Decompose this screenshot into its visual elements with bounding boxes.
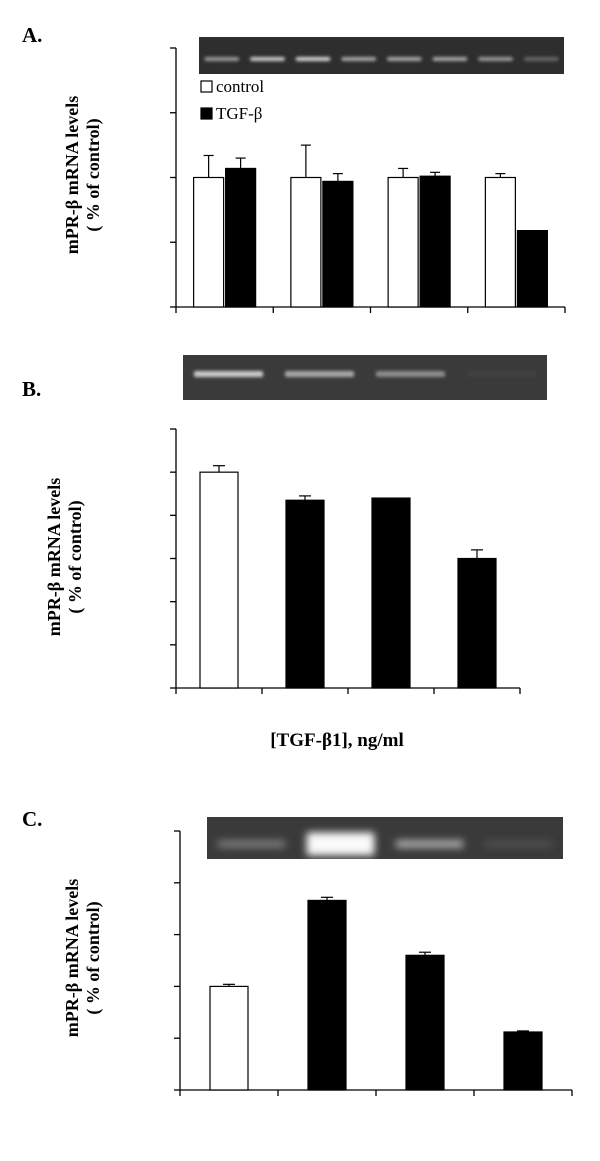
legend-swatch-tgf	[200, 107, 213, 120]
gel-band	[466, 371, 537, 377]
x-axis-label-b: [TGF-β1], ng/ml	[270, 730, 404, 751]
gel-band	[432, 57, 468, 61]
y-axis-label-a-line1: mPR-β mRNA levels	[62, 96, 82, 254]
bar-control	[193, 176, 225, 308]
gel-bands-c	[217, 832, 553, 856]
bars-c	[209, 896, 543, 1091]
legend-label-control: control	[216, 77, 264, 96]
y-axis-label-c-line2: ( % of control)	[83, 901, 104, 1014]
gel-image-a	[199, 37, 564, 74]
bar-tgf	[419, 175, 451, 308]
gel-background-a	[199, 37, 564, 74]
bar-tgf	[322, 180, 354, 308]
gel-background-c	[207, 817, 563, 859]
legend-a: control TGF-β	[200, 77, 264, 123]
panel-b-label: B.	[22, 377, 41, 401]
bar	[285, 499, 325, 689]
gel-band	[478, 57, 513, 61]
bar-tgf	[516, 229, 548, 308]
gel-band	[284, 371, 355, 377]
gel-image-b	[183, 355, 547, 400]
bar-tgf	[225, 167, 257, 308]
panel-c-label: C.	[22, 807, 42, 831]
panel-c: C. mPR-β mRNA levels ( % of control)	[22, 807, 573, 1096]
bar-control	[290, 176, 322, 308]
bar-control	[387, 176, 419, 308]
bar	[209, 985, 249, 1091]
gel-band	[193, 371, 264, 377]
y-axis-label-c-line1: mPR-β mRNA levels	[62, 879, 82, 1037]
gel-band	[217, 840, 286, 848]
gel-band	[250, 57, 285, 61]
bars-b	[199, 465, 497, 689]
bar	[199, 471, 239, 689]
y-axis-label-a-line2: ( % of control)	[83, 118, 104, 231]
gel-band	[395, 840, 464, 848]
bar	[457, 557, 497, 689]
gel-bands-a	[204, 57, 559, 61]
gel-band	[386, 57, 422, 61]
bar	[405, 954, 445, 1091]
gel-background-b	[183, 355, 547, 400]
bar	[307, 899, 347, 1091]
gel-image-c	[207, 817, 563, 859]
y-axis-label-b-line2: ( % of control)	[65, 500, 86, 613]
gel-band	[484, 840, 553, 848]
legend-label-tgf: TGF-β	[216, 104, 262, 123]
gel-band	[306, 832, 375, 856]
panel-a: A. mPR-β mRNA levels ( % of control) con…	[22, 23, 566, 313]
bar-control	[484, 176, 516, 308]
bars-a	[193, 144, 548, 308]
bar	[503, 1031, 543, 1091]
gel-band	[375, 371, 446, 377]
gel-bands-b	[193, 371, 537, 377]
panel-a-label: A.	[22, 23, 42, 47]
gel-band	[523, 57, 559, 61]
gel-band	[204, 57, 240, 61]
panel-b: B. mPR-β mRNA levels ( % of control) [TG…	[22, 355, 547, 751]
gel-band	[341, 57, 377, 61]
legend-swatch-control	[200, 80, 213, 93]
y-axis-label-b-line1: mPR-β mRNA levels	[44, 478, 64, 636]
gel-band	[295, 57, 331, 61]
bar	[371, 497, 411, 689]
